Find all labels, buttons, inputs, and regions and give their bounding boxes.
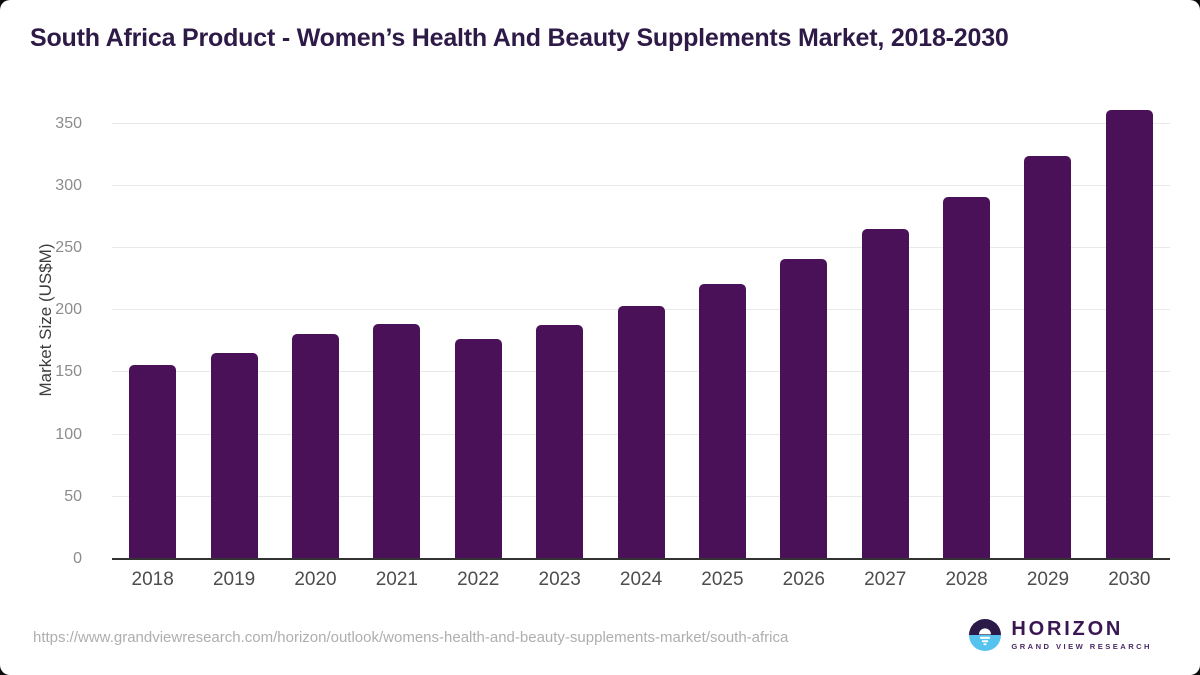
x-label-2023: 2023 — [538, 569, 581, 590]
y-tick-0: 0 — [73, 550, 82, 567]
bar-2030[interactable] — [1105, 109, 1153, 559]
bar-2021[interactable] — [373, 323, 421, 559]
x-label-2026: 2026 — [782, 569, 825, 590]
source-url: https://www.grandviewresearch.com/horizo… — [33, 629, 789, 646]
bar-2025[interactable] — [698, 284, 746, 559]
bar-cell-2029 — [1007, 95, 1088, 559]
x-axis-labels: 2018 2019 2020 2021 2022 2023 2024 2025 2026 2027… — [112, 569, 1170, 591]
x-label-2027: 2027 — [864, 569, 907, 590]
x-label-2022: 2022 — [457, 569, 500, 590]
y-tick-100: 100 — [55, 425, 82, 443]
bar-cell-2019 — [193, 95, 274, 559]
horizon-logo: HORIZON GRAND VIEW RESEARCH — [969, 619, 1152, 651]
gridline-300 — [112, 184, 1170, 186]
x-label-2025: 2025 — [701, 569, 744, 590]
x-label-2020: 2020 — [294, 569, 337, 590]
bar-2018[interactable] — [129, 364, 177, 559]
y-tick-300: 300 — [55, 176, 82, 194]
bar-2026[interactable] — [780, 259, 828, 559]
bar-2022[interactable] — [454, 338, 502, 559]
y-tick-250: 250 — [55, 239, 82, 257]
x-label-2030: 2030 — [1108, 569, 1151, 590]
x-label-2018: 2018 — [131, 569, 174, 590]
bar-cell-2021 — [356, 95, 437, 559]
bar-cell-2030 — [1089, 95, 1170, 559]
x-axis-line — [112, 558, 1170, 560]
chart-title: South Africa Product - Women’s Health An… — [30, 24, 1009, 52]
plot-area — [112, 95, 1170, 560]
bar-2024[interactable] — [617, 306, 665, 559]
bar-2028[interactable] — [943, 197, 991, 559]
y-tick-200: 200 — [55, 301, 82, 319]
bar-2023[interactable] — [536, 325, 584, 559]
y-tick-50: 50 — [64, 487, 82, 505]
bar-cell-2028 — [926, 95, 1007, 559]
x-label-2028: 2028 — [945, 569, 988, 590]
bar-2019[interactable] — [210, 352, 258, 559]
bar-cell-2027 — [845, 95, 926, 559]
bar-cell-2025 — [682, 95, 763, 559]
bar-cell-2024 — [600, 95, 681, 559]
gridline-250 — [112, 247, 1170, 249]
bar-cell-2022 — [438, 95, 519, 559]
logo-name: HORIZON — [1011, 618, 1124, 640]
bar-2020[interactable] — [291, 333, 339, 559]
x-label-2019: 2019 — [212, 569, 256, 590]
bar-cell-2023 — [519, 95, 600, 559]
x-label-2029: 2029 — [1026, 569, 1070, 590]
bar-2029[interactable] — [1024, 155, 1072, 559]
x-label-2024: 2024 — [619, 569, 663, 590]
horizon-logo-text: HORIZON GRAND VIEW RESEARCH — [1011, 619, 1152, 651]
y-axis-ticks: 0 50 100 150 200 250 300 350 — [0, 95, 97, 567]
bar-cell-2018 — [112, 95, 193, 559]
bar-2027[interactable] — [861, 229, 909, 559]
bar-cell-2026 — [763, 95, 844, 559]
horizon-logo-icon — [969, 619, 1002, 651]
x-label-2021: 2021 — [375, 569, 418, 590]
logo-subtitle: GRAND VIEW RESEARCH — [1011, 642, 1152, 651]
gridline-350 — [112, 122, 1170, 124]
y-tick-150: 150 — [55, 363, 82, 381]
bar-cell-2020 — [275, 95, 356, 559]
y-tick-350: 350 — [55, 114, 82, 132]
bar-series — [112, 95, 1170, 559]
